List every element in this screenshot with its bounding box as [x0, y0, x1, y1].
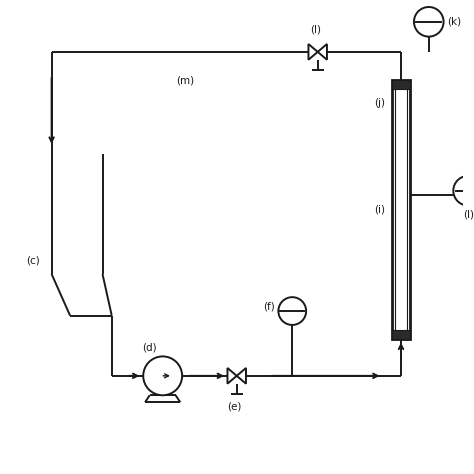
Bar: [395, 86, 407, 332]
Text: (c): (c): [26, 255, 40, 265]
Circle shape: [278, 297, 306, 325]
Text: (f): (f): [263, 301, 274, 311]
Text: (m): (m): [176, 75, 195, 85]
Text: (l): (l): [310, 24, 321, 34]
Text: (e): (e): [227, 401, 242, 411]
Bar: [392, 80, 410, 339]
Circle shape: [453, 176, 474, 206]
Polygon shape: [228, 368, 237, 384]
Circle shape: [414, 7, 444, 36]
Text: (d): (d): [142, 343, 156, 353]
Bar: [392, 80, 410, 89]
Circle shape: [143, 356, 182, 395]
Bar: [392, 329, 410, 339]
Text: (i): (i): [374, 204, 385, 214]
Text: (k): (k): [447, 17, 461, 27]
Polygon shape: [237, 368, 246, 384]
Polygon shape: [309, 44, 318, 60]
Polygon shape: [318, 44, 327, 60]
Text: (l): (l): [464, 209, 474, 219]
Text: (j): (j): [374, 98, 385, 108]
